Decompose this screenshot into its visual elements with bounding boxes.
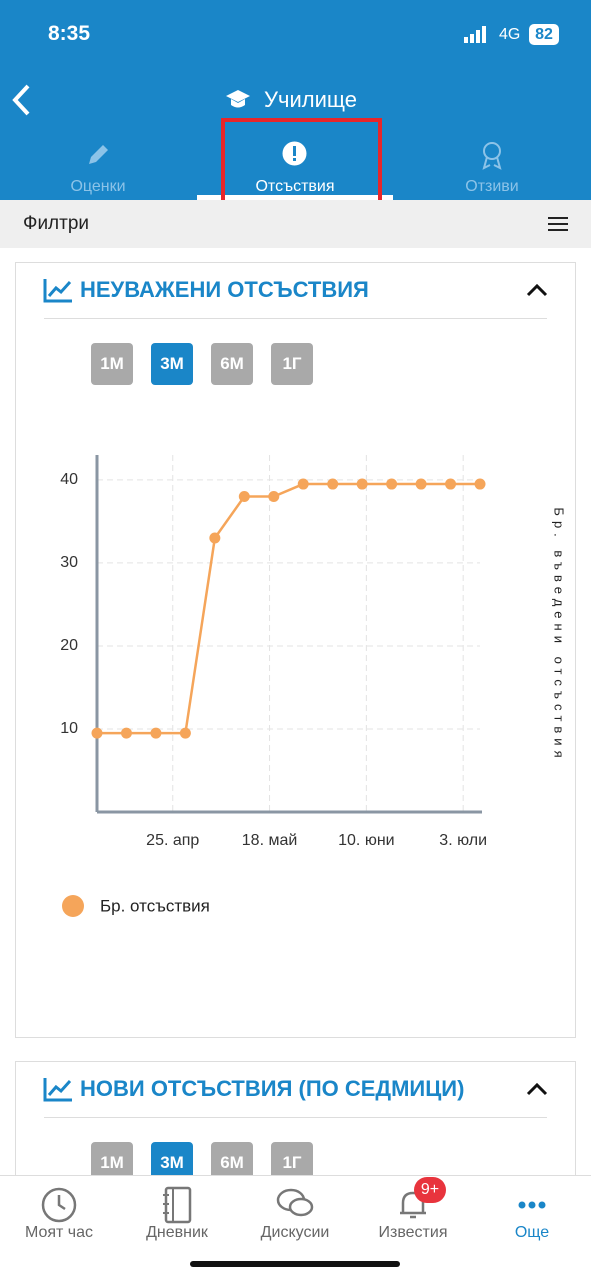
x-tick-label: 18. май [242, 832, 298, 849]
reviews-icon [482, 142, 502, 170]
y-tick-label: 40 [60, 471, 78, 488]
tab[interactable]: Оценки [70, 178, 126, 195]
time: 8:35 [48, 22, 91, 45]
clock-icon [41, 1187, 77, 1223]
x-tick-label: 10. юни [338, 832, 394, 849]
back-button[interactable] [8, 82, 38, 118]
data-point [268, 491, 280, 503]
data-point [120, 727, 132, 739]
divider [44, 1117, 547, 1118]
notification-badge: 9+ [414, 1177, 446, 1203]
data-point [386, 478, 398, 490]
y-tick-label: 20 [60, 637, 78, 654]
collapse-icon[interactable] [525, 282, 549, 298]
battery: 82 [529, 24, 559, 45]
range-button-active[interactable]: 3М [151, 343, 193, 385]
network: 4G [499, 26, 521, 43]
nav-item[interactable]: Известия [378, 1224, 448, 1241]
data-point [179, 727, 191, 739]
nav-item[interactable]: Дневник [146, 1224, 208, 1241]
chart-icon [43, 1078, 72, 1102]
legend-marker [62, 895, 84, 917]
header-title: Училище [264, 87, 357, 112]
data-point [238, 491, 250, 503]
data-point [91, 727, 103, 739]
grades-icon [89, 145, 108, 164]
school-icon [226, 90, 250, 108]
nav-item[interactable]: Моят час [24, 1224, 94, 1241]
chart-icon [43, 279, 72, 303]
card [15, 262, 576, 1038]
collapse-icon[interactable] [525, 1081, 549, 1097]
data-point [209, 532, 221, 544]
tab-indicator [197, 195, 393, 200]
data-point [445, 478, 457, 490]
y-tick-label: 30 [60, 554, 78, 571]
range-button[interactable]: 1Г [271, 343, 313, 385]
series-line [97, 482, 480, 735]
legend-label: Бр. отсъствия [100, 896, 210, 915]
chart: 10 20 30 40 25. апр 18. май 10. юни 3. юли Бр. в… [60, 455, 567, 917]
more-icon [518, 1201, 546, 1209]
card-title: НЕУВАЖЕНИ ОТСЪСТВИЯ [80, 277, 369, 302]
x-tick-label: 3. юли [439, 832, 487, 849]
home-indicator [190, 1261, 400, 1267]
nav-item[interactable]: Дискусии [260, 1224, 330, 1241]
data-point [415, 478, 427, 490]
data-point [356, 478, 368, 490]
x-tick-label: 25. апр [146, 832, 199, 849]
header [0, 0, 591, 200]
data-point [474, 478, 486, 490]
data-point [327, 478, 339, 490]
notebook-icon [163, 1186, 192, 1224]
absences-icon [282, 141, 307, 166]
divider [44, 318, 547, 319]
nav-item-active[interactable]: Още [514, 1224, 550, 1241]
card-title: НОВИ ОТСЪСТВИЯ (ПО СЕДМИЦИ) [80, 1076, 465, 1101]
tab-active[interactable]: Отсъствия [255, 178, 335, 195]
y-tick-label: 10 [60, 720, 78, 737]
tab[interactable]: Отзиви [465, 178, 519, 195]
filter-label: Филтри [23, 213, 90, 234]
range-button[interactable]: 6М [211, 343, 253, 385]
menu-icon[interactable] [547, 216, 569, 232]
chat-icon [276, 1188, 314, 1217]
signal-icon [464, 26, 486, 43]
data-point [297, 478, 309, 490]
filter-bar[interactable] [0, 200, 591, 248]
y-axis-label: Бр. въведени отсъствия [552, 507, 567, 762]
range-button[interactable]: 1М [91, 343, 133, 385]
data-point [150, 727, 162, 739]
